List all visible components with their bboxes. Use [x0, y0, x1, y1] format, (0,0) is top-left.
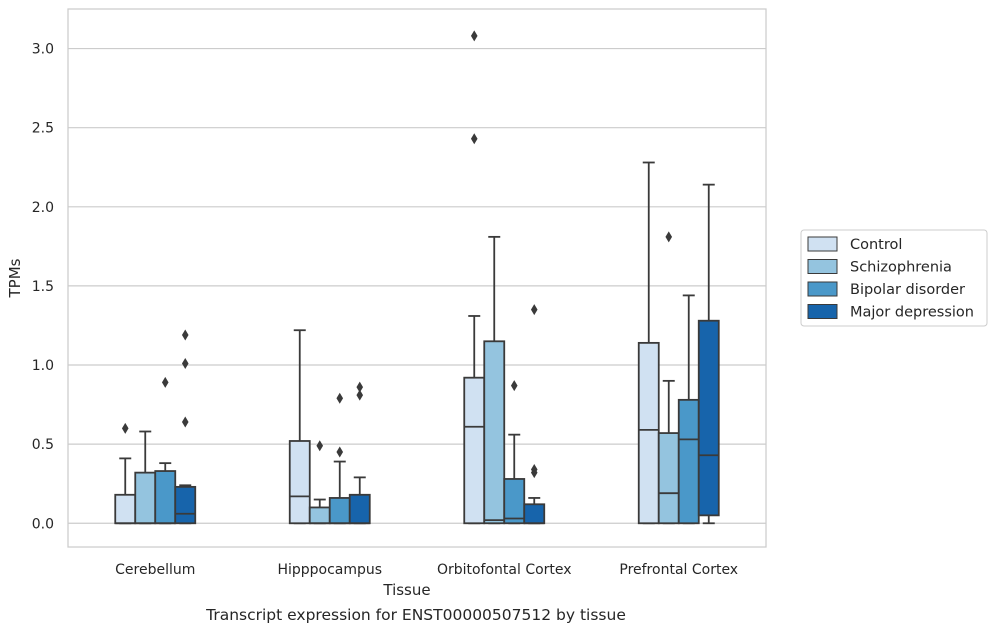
box-group: [308, 440, 331, 525]
y-tick-label: 2.0: [32, 200, 54, 216]
box: [328, 497, 351, 525]
box-plots: [114, 30, 720, 525]
outlier-point: [356, 381, 364, 393]
box-group: [523, 304, 546, 525]
x-tick-label: Prefrontal Cortex: [619, 562, 738, 578]
figure-caption: Transcript expression for ENST0000050751…: [206, 606, 626, 624]
outlier-point: [121, 422, 129, 434]
outlier-point: [181, 357, 189, 369]
legend-swatch: [807, 259, 838, 274]
y-tick-label: 1.5: [32, 279, 54, 295]
outlier-point: [470, 133, 478, 145]
outlier-point: [356, 389, 364, 401]
box-group: [483, 235, 506, 525]
legend-label: Control: [850, 237, 902, 253]
outlier-point: [530, 304, 538, 316]
box-group: [114, 422, 137, 525]
x-tick-label: Hipppocampus: [277, 562, 382, 578]
plot-frame: [67, 8, 767, 548]
legend-swatch: [807, 304, 838, 319]
y-tick-label: 2.5: [32, 121, 54, 137]
outlier-point: [510, 380, 518, 392]
legend-frame: [800, 229, 988, 327]
x-tick-label: Orbitofontal Cortex: [437, 562, 572, 578]
legend-swatch: [807, 236, 838, 252]
box: [503, 478, 526, 525]
outlier-point: [161, 376, 169, 388]
box: [463, 376, 486, 525]
box-group: [174, 329, 197, 525]
box: [134, 471, 157, 525]
box: [677, 398, 700, 525]
box: [154, 470, 177, 525]
outlier-point: [181, 416, 189, 428]
box: [288, 440, 311, 525]
box: [483, 340, 506, 525]
box-group: [637, 161, 660, 525]
box-group: [503, 380, 526, 525]
box-group: [328, 392, 351, 525]
box-group: [154, 376, 177, 525]
box: [174, 485, 197, 525]
x-tick-label: Cerebellum: [115, 562, 195, 578]
box: [657, 432, 680, 525]
outlier-point: [470, 30, 478, 42]
box: [637, 341, 660, 525]
outlier-point: [530, 463, 538, 475]
box: [308, 506, 331, 525]
outlier-point: [336, 392, 344, 404]
box-group: [348, 381, 371, 525]
legend-label: Bipolar disorder: [850, 282, 965, 298]
y-tick-label: 0.5: [32, 437, 54, 453]
box-group: [288, 329, 311, 525]
y-tick-label: 1.0: [32, 358, 54, 374]
outlier-point: [336, 446, 344, 458]
box: [697, 319, 720, 517]
y-tick-label: 0.0: [32, 516, 54, 532]
outlier-point: [665, 231, 673, 243]
legend: Control Schizophrenia Bipolar disorder Majo…: [800, 229, 988, 327]
y-tick-labels: 0.0 0.5 1.0 1.5 2.0 2.5 3.0: [32, 42, 54, 533]
box-group: [697, 183, 720, 525]
box-group: [657, 231, 680, 525]
box-group: [677, 294, 700, 525]
outlier-point: [316, 440, 324, 452]
y-tick-label: 3.0: [32, 42, 54, 58]
box: [348, 493, 371, 525]
legend-label: Major depression: [850, 305, 974, 321]
outlier-point: [181, 329, 189, 341]
y-axis-label: TPMs: [6, 258, 24, 298]
legend-swatch: [807, 281, 838, 297]
x-tick-labels: Cerebellum Hipppocampus Orbitofontal Corte…: [115, 562, 738, 578]
box-group: [463, 30, 486, 525]
box: [114, 493, 137, 525]
legend-label: Schizophrenia: [850, 260, 952, 276]
box: [523, 503, 546, 525]
x-axis-label: Tissue: [382, 581, 430, 599]
box-group: [134, 430, 157, 525]
